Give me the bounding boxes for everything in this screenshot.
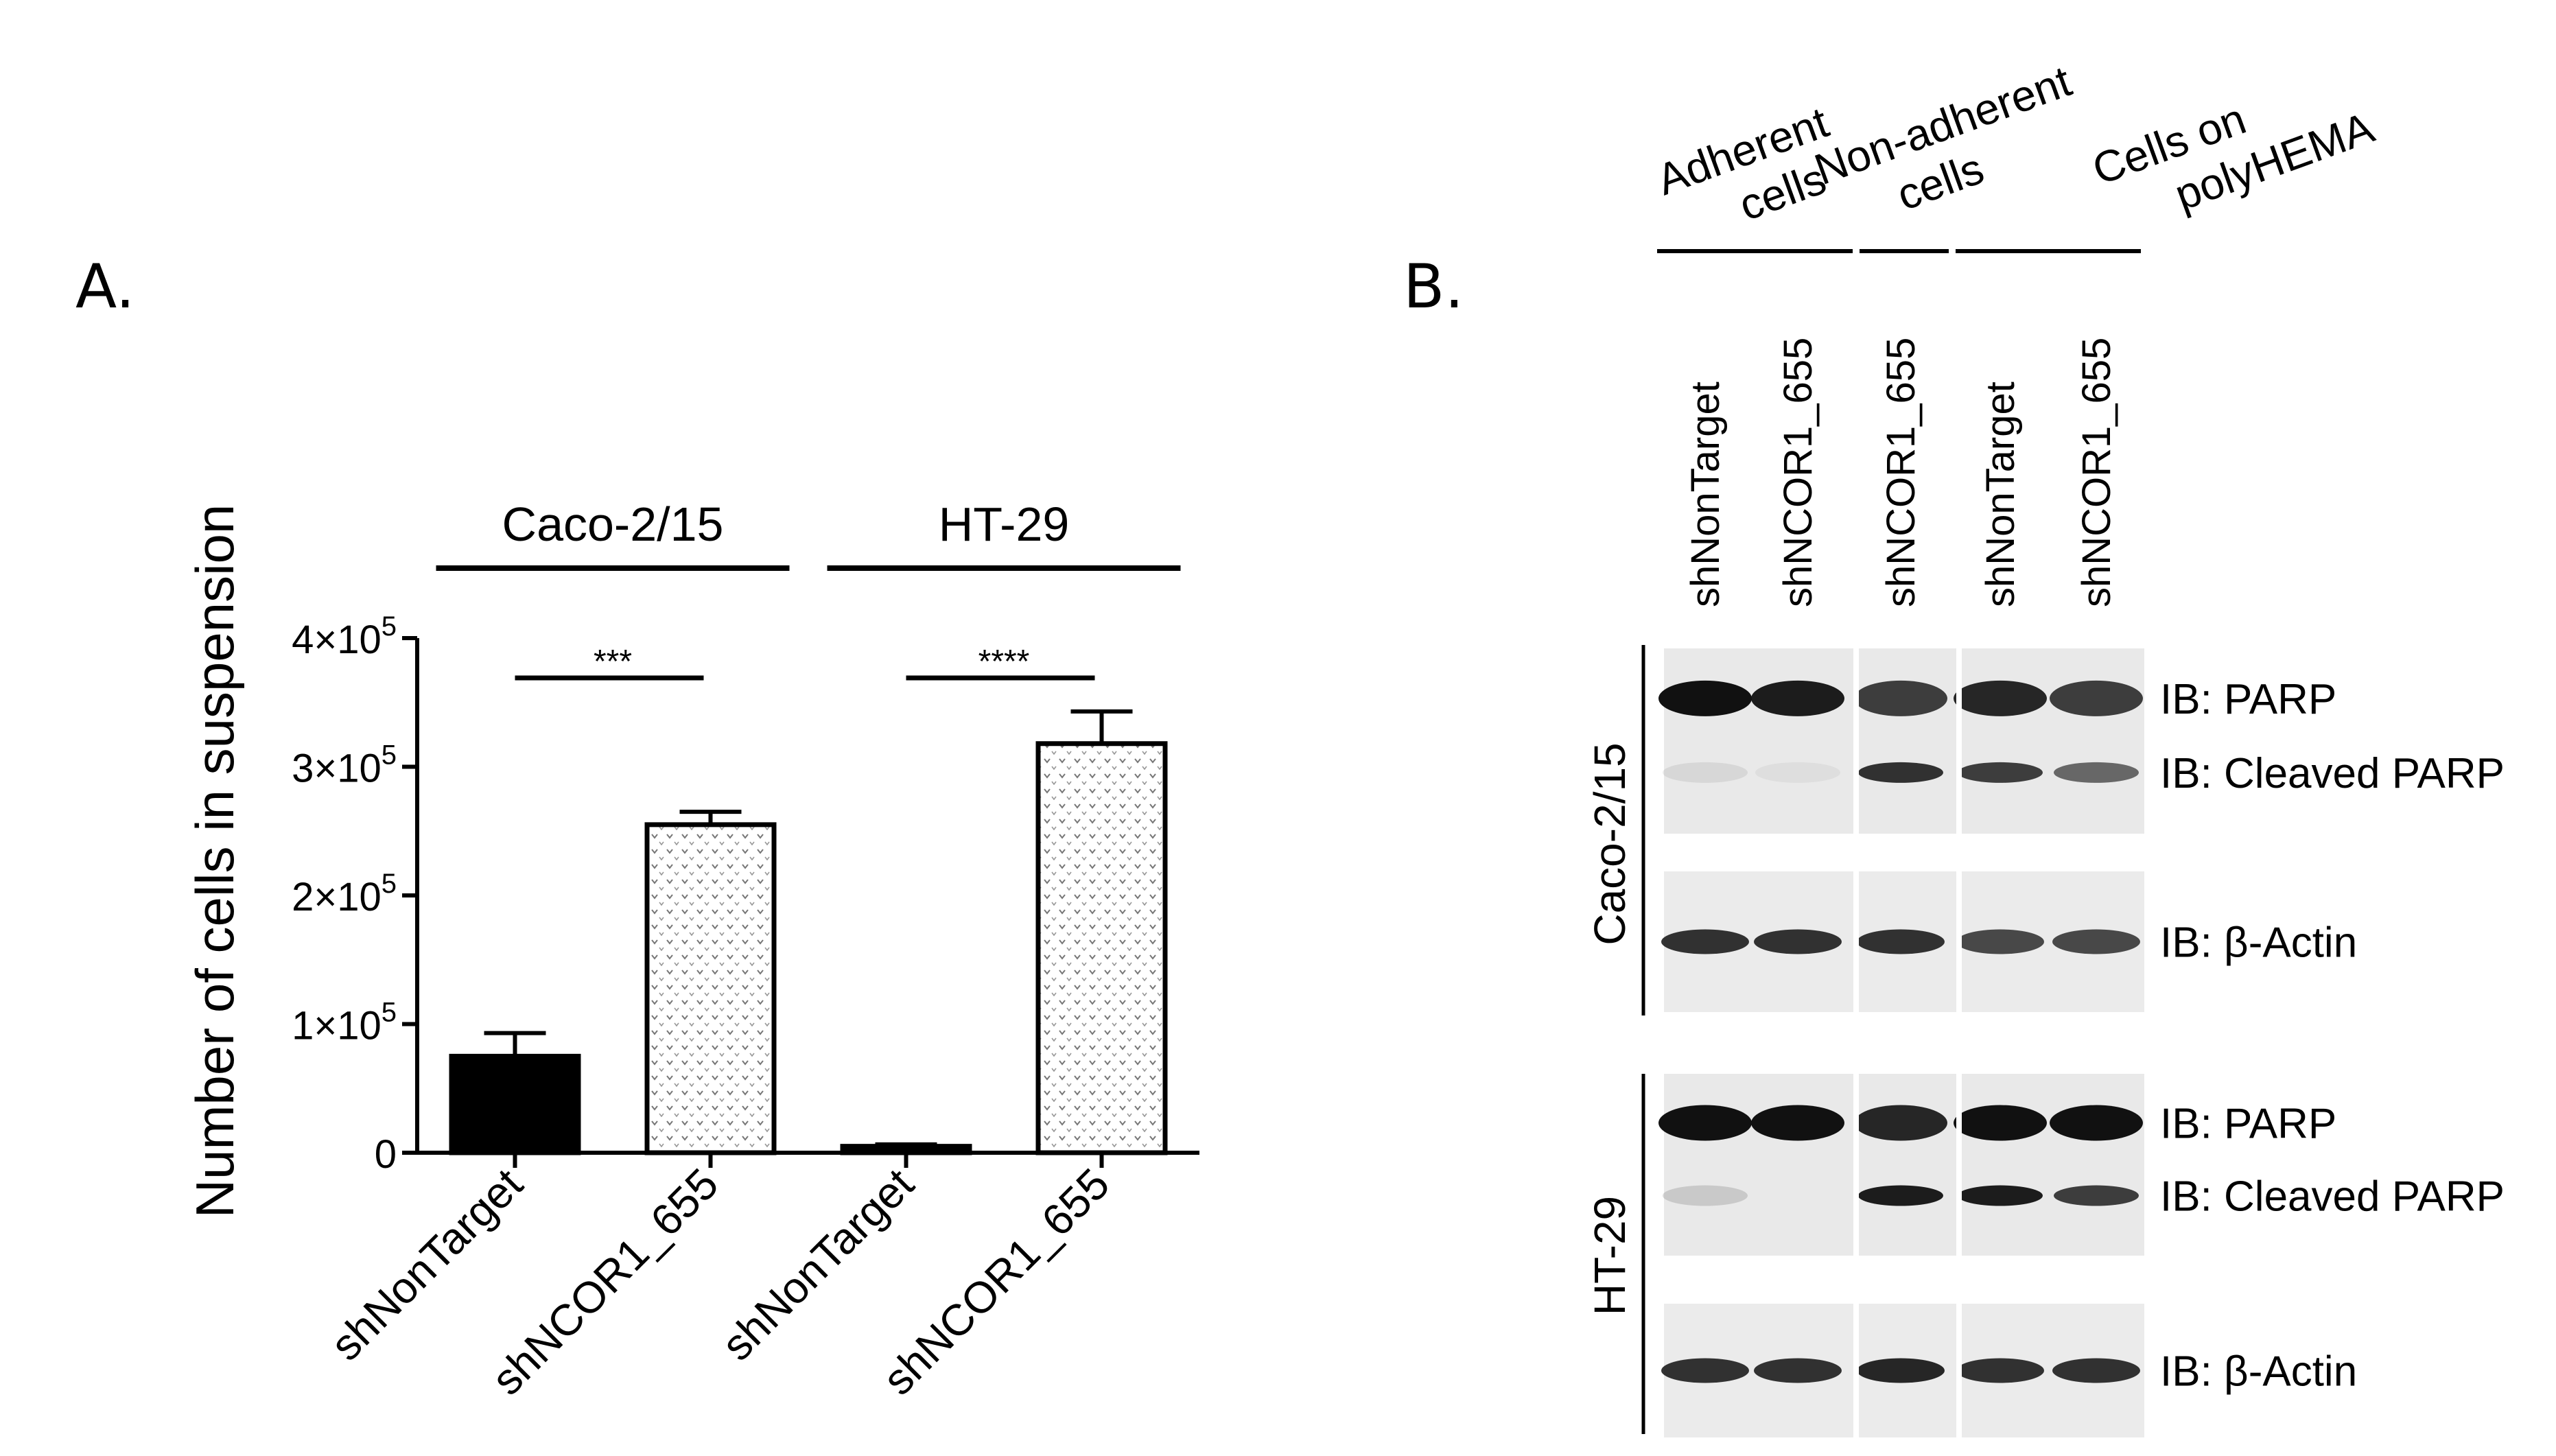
cleaved-parp-band — [1663, 1185, 1748, 1206]
cleaved-parp-band — [2054, 762, 2139, 783]
parp-band — [1954, 1105, 2047, 1141]
lane-label: shNCOR1_655 — [1879, 338, 1923, 607]
x-tick-label: shNonTarget — [321, 1159, 532, 1370]
parp-band — [1658, 680, 1752, 716]
blot-membrane — [1664, 1074, 2144, 1256]
actin-band — [1754, 1358, 1842, 1383]
panel-label-b: B. — [1403, 251, 1464, 322]
row-label: IB: β-Actin — [2160, 1348, 2357, 1396]
axes: 0 1×105 2×105 3×105 4×105 — [292, 611, 1199, 1177]
lane-label: shNonTarget — [1978, 381, 2023, 607]
splice-gap — [1853, 1304, 1859, 1437]
splice-gap — [1853, 871, 1859, 1012]
y-axis-label: Number of cells in suspension — [185, 504, 245, 1219]
cleaved-parp-band — [1958, 1185, 2043, 1206]
panel-label-a: A. — [75, 251, 135, 322]
cleaved-parp-band — [1858, 762, 1943, 783]
row-label: IB: PARP — [2160, 1101, 2336, 1148]
parp-band — [1954, 680, 2047, 716]
parp-band — [1751, 1105, 1844, 1141]
parp-band — [1751, 680, 1844, 716]
splice-gap — [1956, 1074, 1962, 1256]
row-label: IB: PARP — [2160, 676, 2336, 723]
row-label: IB: Cleaved PARP — [2160, 750, 2505, 797]
group-annotations: Caco-2/15 *** HT-29 **** — [436, 497, 1181, 681]
condition-label: Cells onpolyHEMA — [2086, 54, 2380, 244]
actin-band — [2052, 929, 2140, 954]
blot-membrane — [1664, 648, 2144, 834]
row-label: IB: β-Actin — [2160, 919, 2357, 967]
splice-gap — [1956, 648, 1962, 834]
lane-label: shNCOR1_655 — [2074, 338, 2119, 607]
splice-gap — [1853, 648, 1859, 834]
group-label: Caco-2/15 — [502, 497, 724, 551]
parp-band — [2050, 1105, 2143, 1141]
significance-stars: **** — [978, 644, 1030, 680]
actin-band — [1857, 929, 1945, 954]
actin-band — [2052, 1358, 2140, 1383]
bar — [1035, 741, 1168, 1155]
y-tick-label: 1×105 — [292, 998, 397, 1048]
row-label: IB: Cleaved PARP — [2160, 1173, 2505, 1221]
bars — [449, 741, 1168, 1155]
splice-gap — [1956, 1304, 1962, 1437]
bar-chart: Number of cells in suspension 0 1×105 2×10… — [185, 497, 1199, 1405]
cell-line-label: Caco-2/15 — [1585, 742, 1634, 945]
bar — [840, 1144, 972, 1155]
bar — [644, 822, 777, 1155]
x-tick-labels: shNonTargetshNCOR1_655shNonTargetshNCOR1… — [321, 1153, 1118, 1405]
cleaved-parp-band — [1663, 762, 1748, 783]
cleaved-parp-band — [2054, 1185, 2139, 1206]
lane-label: shNCOR1_655 — [1776, 338, 1820, 607]
splice-gap — [1956, 871, 1962, 1012]
significance-stars: *** — [594, 644, 632, 680]
lane-label: shNonTarget — [1683, 381, 1728, 607]
parp-band — [1854, 680, 1947, 716]
y-tick-label: 3×105 — [292, 740, 397, 791]
x-tick-label: shNonTarget — [712, 1159, 924, 1370]
actin-band — [1661, 929, 1749, 954]
splice-gap — [1853, 1074, 1859, 1256]
y-tick-label: 2×105 — [292, 869, 397, 919]
cleaved-parp-band — [1958, 762, 2043, 783]
parp-band — [1658, 1105, 1752, 1141]
parp-band — [2050, 680, 2143, 716]
actin-band — [1956, 1358, 2044, 1383]
group-label: HT-29 — [939, 497, 1070, 551]
actin-band — [1857, 1358, 1945, 1383]
y-tick-label: 0 — [375, 1132, 397, 1177]
actin-band — [1754, 929, 1842, 954]
cell-line-label: HT-29 — [1585, 1196, 1634, 1315]
condition-label: Non-adherentcells — [1808, 56, 2096, 244]
error-bars — [484, 709, 1133, 1147]
cleaved-parp-band — [1755, 762, 1840, 783]
cleaved-parp-band — [1858, 1185, 1943, 1206]
bar — [449, 1053, 581, 1155]
actin-band — [1956, 929, 2044, 954]
actin-band — [1661, 1358, 1749, 1383]
parp-band — [1854, 1105, 1947, 1141]
y-tick-label: 4×105 — [292, 611, 397, 662]
